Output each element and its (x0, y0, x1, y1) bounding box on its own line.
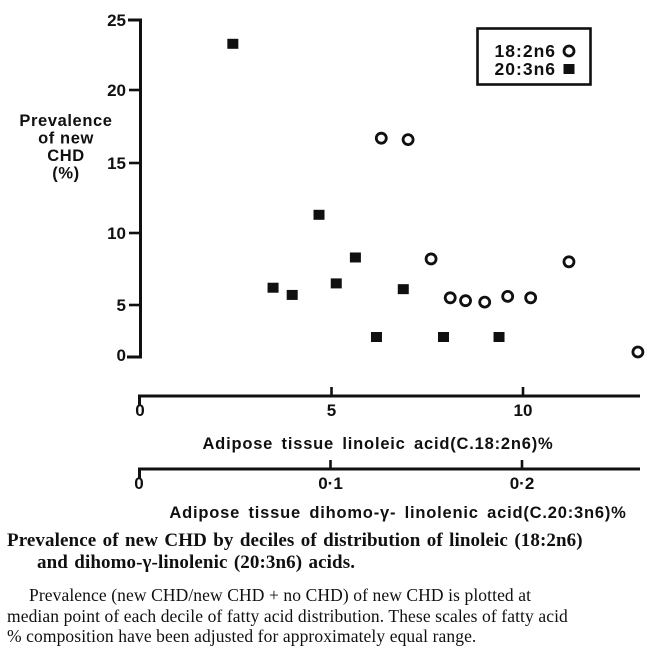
data-point-square (267, 282, 279, 293)
y-tick-label: 25 (107, 11, 126, 30)
data-point-square (313, 209, 325, 220)
data-point-circle (374, 131, 388, 145)
open-circle-icon (562, 44, 576, 58)
x-axis-linoleic-title: Adipose tissue linoleic acid(C.18:2n6)% (202, 435, 553, 453)
y-tick-label: 15 (107, 154, 126, 173)
data-point-square (370, 332, 382, 342)
y-tick-label: 10 (107, 224, 126, 243)
y-tick-label: 20 (107, 81, 126, 100)
series-18:2n6 (374, 131, 645, 359)
caption-body: Prevalence (new CHD/new CHD + no CHD) of… (7, 585, 658, 647)
data-point-circle (443, 291, 457, 305)
caption-title: Prevalence of new CHD by deciles of dist… (7, 530, 658, 574)
caption-title-line1: Prevalence of new CHD by deciles of dist… (7, 530, 583, 551)
y-axis-title-line: Prevalence (19, 112, 112, 130)
x-tick-label: 0 (135, 401, 144, 420)
data-point-circle (631, 345, 645, 359)
x-tick-label: 0·1 (318, 474, 343, 493)
y-axis-title-line: of new (38, 130, 94, 148)
filled-square-icon (563, 64, 575, 74)
caption-body-line3: % composition have been adjusted for app… (7, 626, 477, 646)
x-tick-label: 0·2 (510, 474, 535, 493)
data-point-square (286, 289, 298, 300)
figure-caption: Prevalence of new CHD by deciles of dist… (7, 530, 658, 647)
y-tick-label: 5 (117, 296, 126, 315)
legend-label: 20:3n6 (495, 59, 556, 79)
caption-body-line1: Prevalence (new CHD/new CHD + no CHD) of… (29, 585, 532, 605)
data-point-square (227, 38, 239, 49)
data-point-circle (424, 252, 438, 266)
x-tick-label: 0 (134, 474, 143, 493)
x-tick-label: 5 (327, 401, 336, 420)
data-point-circle (524, 291, 538, 305)
data-point-circle (459, 294, 472, 308)
data-point-square (397, 284, 409, 295)
data-point-circle (562, 255, 576, 269)
data-point-square (330, 278, 342, 289)
y-axis: 25 20 15 10 5 0 (107, 11, 142, 365)
x-axis-dihomo: 0 0·1 0·2 Adipose tissue dihomo-γ- linoleni… (134, 460, 640, 522)
data-point-square (493, 332, 505, 342)
data-point-square (437, 332, 449, 342)
legend-label: 18:2n6 (495, 41, 556, 61)
data-point-circle (401, 133, 415, 147)
data-point-square (349, 252, 361, 263)
data-point-circle (478, 295, 492, 309)
x-axis-dihomo-title: Adipose tissue dihomo-γ- linolenic acid(… (169, 504, 626, 522)
y-axis-title-line: CHD (47, 147, 85, 165)
series-20:3n6 (227, 38, 505, 342)
x-axis-linoleic: 0 5 10 Adipose tissue linoleic acid(C.18:2n… (135, 387, 640, 453)
y-tick-label: 0 (117, 346, 126, 365)
data-point-circle (501, 289, 515, 303)
caption-body-line2: median point of each decile of fatty aci… (7, 605, 568, 626)
x-tick-label: 10 (514, 401, 533, 420)
y-axis-title-line: (%) (52, 165, 79, 183)
caption-title-line2: and dihomo-γ-linolenic (20:3n6) acids. (37, 552, 356, 573)
